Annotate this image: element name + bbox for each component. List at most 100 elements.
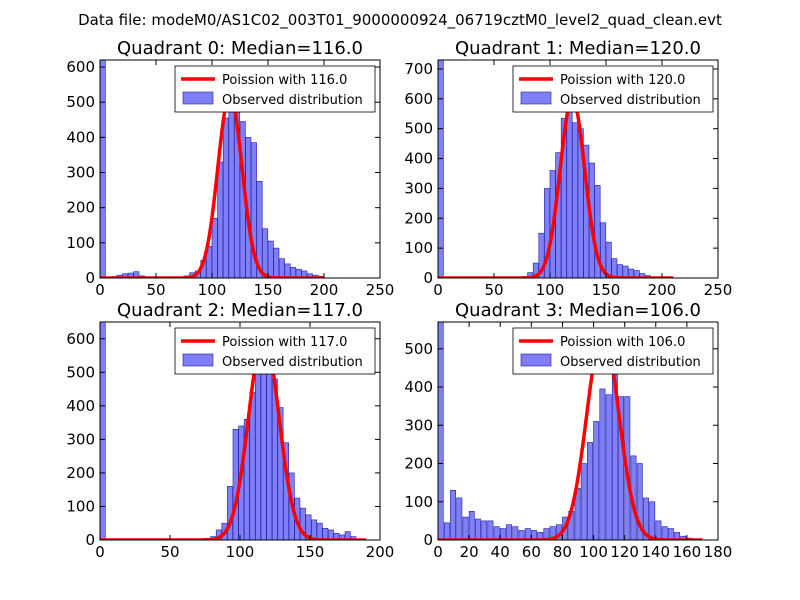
quadrant-0-ytick-label-5: 500 <box>66 93 95 111</box>
quadrant-0-bar-17 <box>228 98 235 278</box>
quadrant-1-bar-18 <box>616 264 623 278</box>
quadrant-3-legend-curve-label: Poission with 106.0 <box>560 335 685 350</box>
quadrant-3-axes-frame <box>437 321 719 541</box>
quadrant-1-title: Quadrant 1: Median=120.0 <box>455 38 701 59</box>
quadrant-3-bar-8 <box>487 520 494 540</box>
quadrant-1-legend-curve-label: Poission with 120.0 <box>560 73 685 88</box>
quadrant-2-ytick-label-1: 100 <box>66 497 95 515</box>
quadrant-0-bars <box>100 60 325 278</box>
quadrant-3-bar-12 <box>512 526 519 540</box>
quadrant-2-title: Quadrant 2: Median=117.0 <box>117 300 363 321</box>
quadrant-3-legend: Poission with 106.0 Observed distribution <box>512 327 714 375</box>
quadrant-3-xtick-label-3: 60 <box>522 543 541 561</box>
quadrant-1-ytick-label-1: 100 <box>404 239 433 257</box>
quadrant-0-legend-bar-swatch <box>182 91 214 105</box>
quadrant-2-bar-10 <box>255 370 262 540</box>
quadrant-0-bar-15 <box>217 161 224 278</box>
quadrant-3-bar-16 <box>537 532 544 540</box>
quadrant-1-axes-frame <box>437 59 719 279</box>
quadrant-1-legend-box <box>512 65 714 113</box>
quadrant-3-bar-34 <box>649 501 656 540</box>
quadrant-1-panel: Quadrant 1: Median=120.0 0 50 100 150 200 250 0… <box>404 38 732 299</box>
quadrant-0-title: Quadrant 0: Median=116.0 <box>117 38 363 59</box>
quadrant-1-ytick-label-6: 600 <box>404 90 433 108</box>
quadrant-3-xtick-label-1: 20 <box>460 543 479 561</box>
quadrant-2-ytick-label-5: 500 <box>66 363 95 381</box>
quadrant-3-bar-25 <box>593 421 600 540</box>
quadrant-3-ytick-label-3: 300 <box>404 416 433 434</box>
quadrant-1-xtick-label-2: 100 <box>536 281 565 299</box>
quadrant-3-bar-7 <box>481 520 488 540</box>
quadrant-1-ytick-label-0: 0 <box>423 269 433 287</box>
quadrant-0-bar-26 <box>278 258 285 278</box>
quadrant-2-bar-12 <box>266 365 273 540</box>
quadrant-3-bar-23 <box>580 463 587 540</box>
quadrant-3-ytick-label-1: 100 <box>404 493 433 511</box>
quadrant-3-bar-24 <box>587 442 593 540</box>
quadrant-2-bar-21 <box>316 522 323 540</box>
quadrant-2-bar-0 <box>100 322 106 540</box>
quadrant-2-bar-11 <box>260 356 267 540</box>
quadrant-0-axes-frame <box>99 59 381 279</box>
quadrant-2-legend-bar-label: Observed distribution <box>222 355 363 370</box>
quadrant-3-bar-3 <box>456 497 463 540</box>
quadrant-0-xtick-label-0: 0 <box>95 281 105 299</box>
quadrant-2-ytick-label-3: 300 <box>66 430 95 448</box>
quadrant-1-bar-0 <box>438 60 444 278</box>
quadrant-3-xtick-label-7: 140 <box>641 543 670 561</box>
quadrant-0-ytick-label-3: 300 <box>66 164 95 182</box>
quadrant-2-ytick-label-2: 200 <box>66 464 95 482</box>
quadrant-0-poisson-curve <box>100 93 326 278</box>
quadrant-0-xtick-label-2: 100 <box>198 281 227 299</box>
quadrant-2-legend-bar-swatch <box>182 353 214 367</box>
quadrant-0-bar-0 <box>100 60 106 278</box>
quadrant-3-panel: Quadrant 3: Median=106.00 20 40 60 80 100 120 1… <box>404 300 732 561</box>
quadrant-2-xtick-label-1: 50 <box>160 543 179 561</box>
quadrant-3-xtick-label-0: 0 <box>433 543 443 561</box>
quadrant-2-bar-6 <box>232 429 239 540</box>
quadrant-0-xtick-label-5: 250 <box>366 281 395 299</box>
quadrant-3-ytick-label-2: 200 <box>404 455 433 473</box>
quadrant-1-bars <box>438 60 651 278</box>
quadrant-1-xtick-label-0: 0 <box>433 281 443 299</box>
quadrant-0-bar-14 <box>211 217 218 278</box>
quadrant-3-legend-box <box>512 327 714 375</box>
quadrant-1-legend-bar-swatch <box>520 91 552 105</box>
quadrant-3-xtick-label-2: 40 <box>491 543 510 561</box>
quadrant-3-bar-13 <box>518 530 525 540</box>
quadrant-0-bar-16 <box>222 117 229 278</box>
quadrant-1-ytick-label-2: 200 <box>404 209 433 227</box>
quadrant-3-bar-5 <box>468 511 475 540</box>
quadrant-0-ytick-label-1: 100 <box>66 234 95 252</box>
quadrant-1-poisson-curve <box>438 97 675 278</box>
quadrant-0-xtick-label-3: 150 <box>254 281 283 299</box>
quadrant-3-bar-35 <box>655 520 662 540</box>
quadrant-1-bar-10 <box>572 122 579 278</box>
quadrant-3-legend-bar-label: Observed distribution <box>560 355 701 370</box>
quadrant-2-ytick-label-6: 600 <box>66 330 95 348</box>
quadrant-3-bar-9 <box>493 526 500 540</box>
figure-suptitle: Data file: modeM0/AS1C02_003T01_90000009… <box>78 11 722 30</box>
quadrant-3-xtick-label-6: 120 <box>610 543 639 561</box>
quadrant-3-bar-11 <box>506 524 513 540</box>
quadrant-2-xtick-label-2: 100 <box>226 543 255 561</box>
quadrant-1-xtick-label-4: 200 <box>648 281 677 299</box>
quadrant-3-xtick-label-9: 180 <box>704 543 733 561</box>
quadrant-3-ytick-label-5: 500 <box>404 340 433 358</box>
quadrant-1-legend-bar-label: Observed distribution <box>560 93 701 108</box>
quadrant-3-bar-27 <box>605 394 612 540</box>
quadrant-0-bar-27 <box>284 263 291 278</box>
quadrant-2-xtick-label-0: 0 <box>95 543 105 561</box>
quadrant-3-legend-bar-swatch <box>520 353 552 367</box>
quadrant-3-title: Quadrant 3: Median=106.0 <box>455 300 701 321</box>
quadrant-0-legend-bar-label: Observed distribution <box>222 93 363 108</box>
quadrant-3-xtick-label-8: 160 <box>673 543 702 561</box>
quadrant-3-bar-26 <box>599 388 606 540</box>
quadrant-3-ytick-label-0: 0 <box>423 531 433 549</box>
quadrant-1-ytick-label-7: 700 <box>404 60 433 78</box>
quadrant-1-bar-19 <box>622 265 629 278</box>
quadrant-3-bar-36 <box>661 526 668 540</box>
quadrant-2-panel: Quadrant 2: Median=117.0 0 50 100 150 200 0 100… <box>66 300 394 561</box>
quadrant-1-bar-9 <box>566 108 573 278</box>
